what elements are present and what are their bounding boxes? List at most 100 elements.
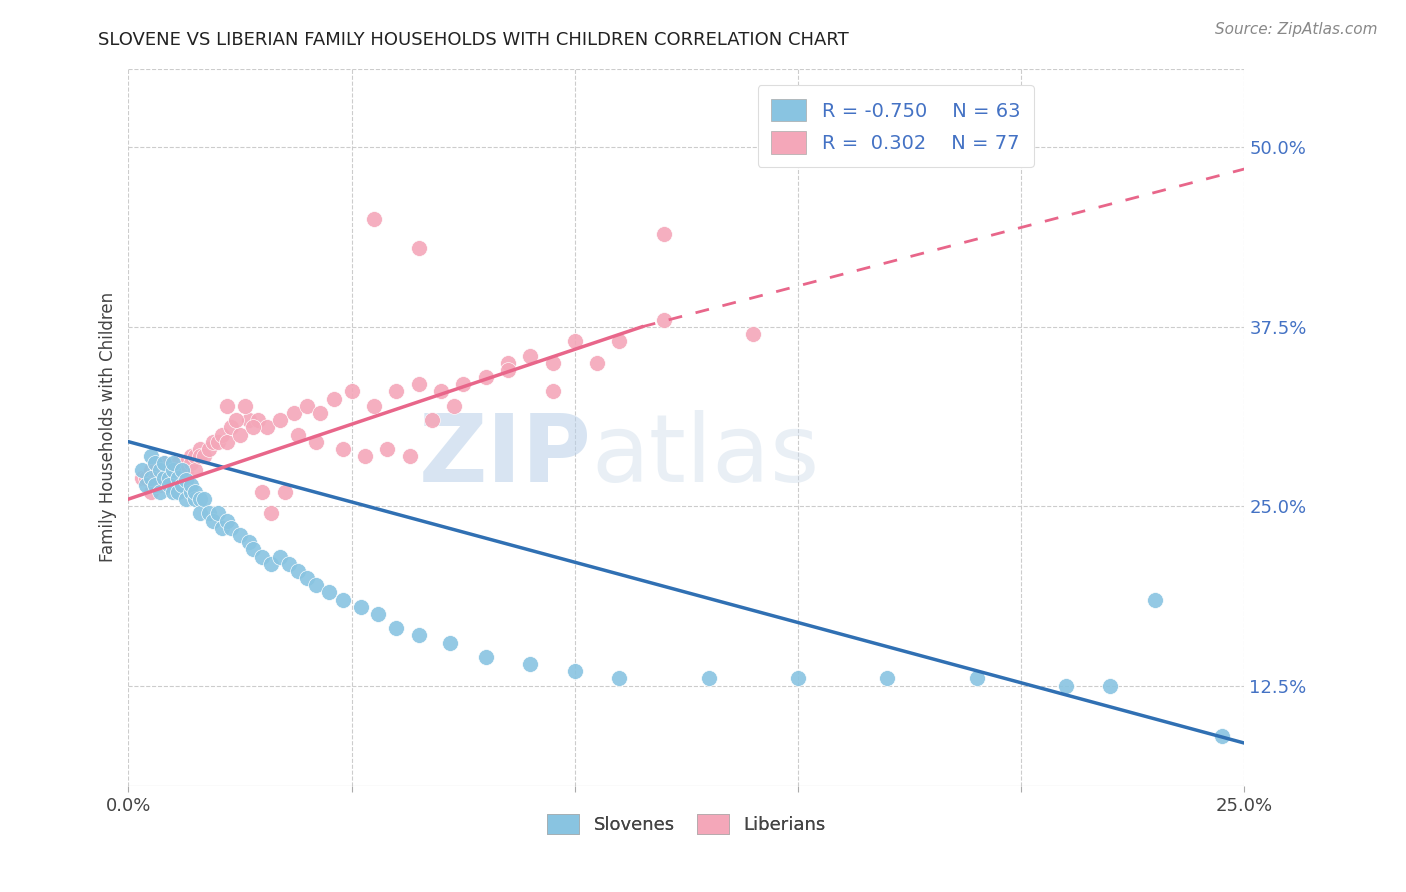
Point bbox=[443, 399, 465, 413]
Point bbox=[170, 463, 193, 477]
Point bbox=[305, 434, 328, 449]
Point bbox=[408, 241, 430, 255]
Point bbox=[233, 399, 256, 413]
Text: atlas: atlas bbox=[592, 410, 820, 502]
Point bbox=[742, 326, 765, 341]
Point bbox=[305, 578, 328, 592]
Point bbox=[157, 477, 180, 491]
Point bbox=[287, 564, 309, 578]
Point bbox=[332, 592, 354, 607]
Point bbox=[541, 356, 564, 370]
Point bbox=[1054, 679, 1077, 693]
Point bbox=[269, 413, 291, 427]
Point bbox=[207, 434, 229, 449]
Point bbox=[363, 399, 385, 413]
Point bbox=[1211, 729, 1233, 743]
Point bbox=[135, 477, 157, 491]
Point bbox=[519, 657, 541, 672]
Point bbox=[198, 507, 221, 521]
Point bbox=[215, 514, 238, 528]
Text: SLOVENE VS LIBERIAN FAMILY HOUSEHOLDS WITH CHILDREN CORRELATION CHART: SLOVENE VS LIBERIAN FAMILY HOUSEHOLDS WI… bbox=[98, 31, 849, 49]
Point bbox=[260, 507, 283, 521]
Point bbox=[269, 549, 291, 564]
Point bbox=[143, 477, 166, 491]
Point bbox=[176, 463, 198, 477]
Point bbox=[586, 356, 609, 370]
Point bbox=[170, 470, 193, 484]
Point bbox=[229, 427, 252, 442]
Point bbox=[354, 449, 377, 463]
Point bbox=[322, 392, 344, 406]
Point bbox=[225, 413, 247, 427]
Point bbox=[408, 377, 430, 392]
Point bbox=[139, 449, 162, 463]
Point bbox=[170, 463, 193, 477]
Point bbox=[143, 463, 166, 477]
Point bbox=[519, 349, 541, 363]
Point bbox=[451, 377, 474, 392]
Point bbox=[153, 470, 176, 484]
Point bbox=[256, 420, 278, 434]
Point bbox=[564, 665, 586, 679]
Point bbox=[162, 456, 184, 470]
Point bbox=[340, 384, 363, 399]
Point bbox=[420, 413, 443, 427]
Point bbox=[697, 672, 720, 686]
Point bbox=[215, 434, 238, 449]
Point bbox=[246, 413, 269, 427]
Point bbox=[180, 484, 202, 499]
Point bbox=[367, 607, 389, 621]
Point bbox=[318, 585, 340, 599]
Point bbox=[652, 312, 675, 326]
Point bbox=[377, 442, 399, 456]
Point bbox=[184, 492, 207, 507]
Legend: Slovenes, Liberians: Slovenes, Liberians bbox=[540, 806, 834, 842]
Point bbox=[273, 484, 295, 499]
Point bbox=[349, 599, 371, 614]
Point bbox=[166, 463, 188, 477]
Point bbox=[166, 484, 188, 499]
Point bbox=[193, 449, 215, 463]
Point bbox=[184, 463, 207, 477]
Point bbox=[149, 470, 172, 484]
Point bbox=[787, 672, 810, 686]
Text: ZIP: ZIP bbox=[419, 410, 592, 502]
Point bbox=[219, 521, 242, 535]
Point bbox=[170, 477, 193, 491]
Point bbox=[143, 477, 166, 491]
Point bbox=[219, 420, 242, 434]
Point bbox=[229, 528, 252, 542]
Point bbox=[162, 463, 184, 477]
Point bbox=[153, 456, 176, 470]
Point bbox=[188, 507, 211, 521]
Text: Source: ZipAtlas.com: Source: ZipAtlas.com bbox=[1215, 22, 1378, 37]
Point bbox=[309, 406, 332, 420]
Point bbox=[207, 507, 229, 521]
Point bbox=[252, 484, 274, 499]
Point bbox=[252, 549, 274, 564]
Point bbox=[188, 449, 211, 463]
Point bbox=[541, 384, 564, 399]
Point bbox=[238, 535, 260, 549]
Point bbox=[564, 334, 586, 349]
Point bbox=[385, 384, 408, 399]
Point bbox=[408, 628, 430, 642]
Point bbox=[143, 456, 166, 470]
Point bbox=[398, 449, 420, 463]
Point bbox=[609, 334, 631, 349]
Point bbox=[157, 470, 180, 484]
Point bbox=[295, 399, 318, 413]
Point bbox=[176, 474, 198, 488]
Point bbox=[295, 571, 318, 585]
Point bbox=[242, 542, 264, 557]
Point bbox=[211, 521, 233, 535]
Point bbox=[496, 356, 519, 370]
Point bbox=[135, 470, 157, 484]
Point bbox=[215, 399, 238, 413]
Point bbox=[202, 434, 225, 449]
Point bbox=[139, 470, 162, 484]
Y-axis label: Family Households with Children: Family Households with Children bbox=[100, 293, 117, 562]
Point bbox=[474, 370, 496, 384]
Point bbox=[966, 672, 988, 686]
Point bbox=[1144, 592, 1167, 607]
